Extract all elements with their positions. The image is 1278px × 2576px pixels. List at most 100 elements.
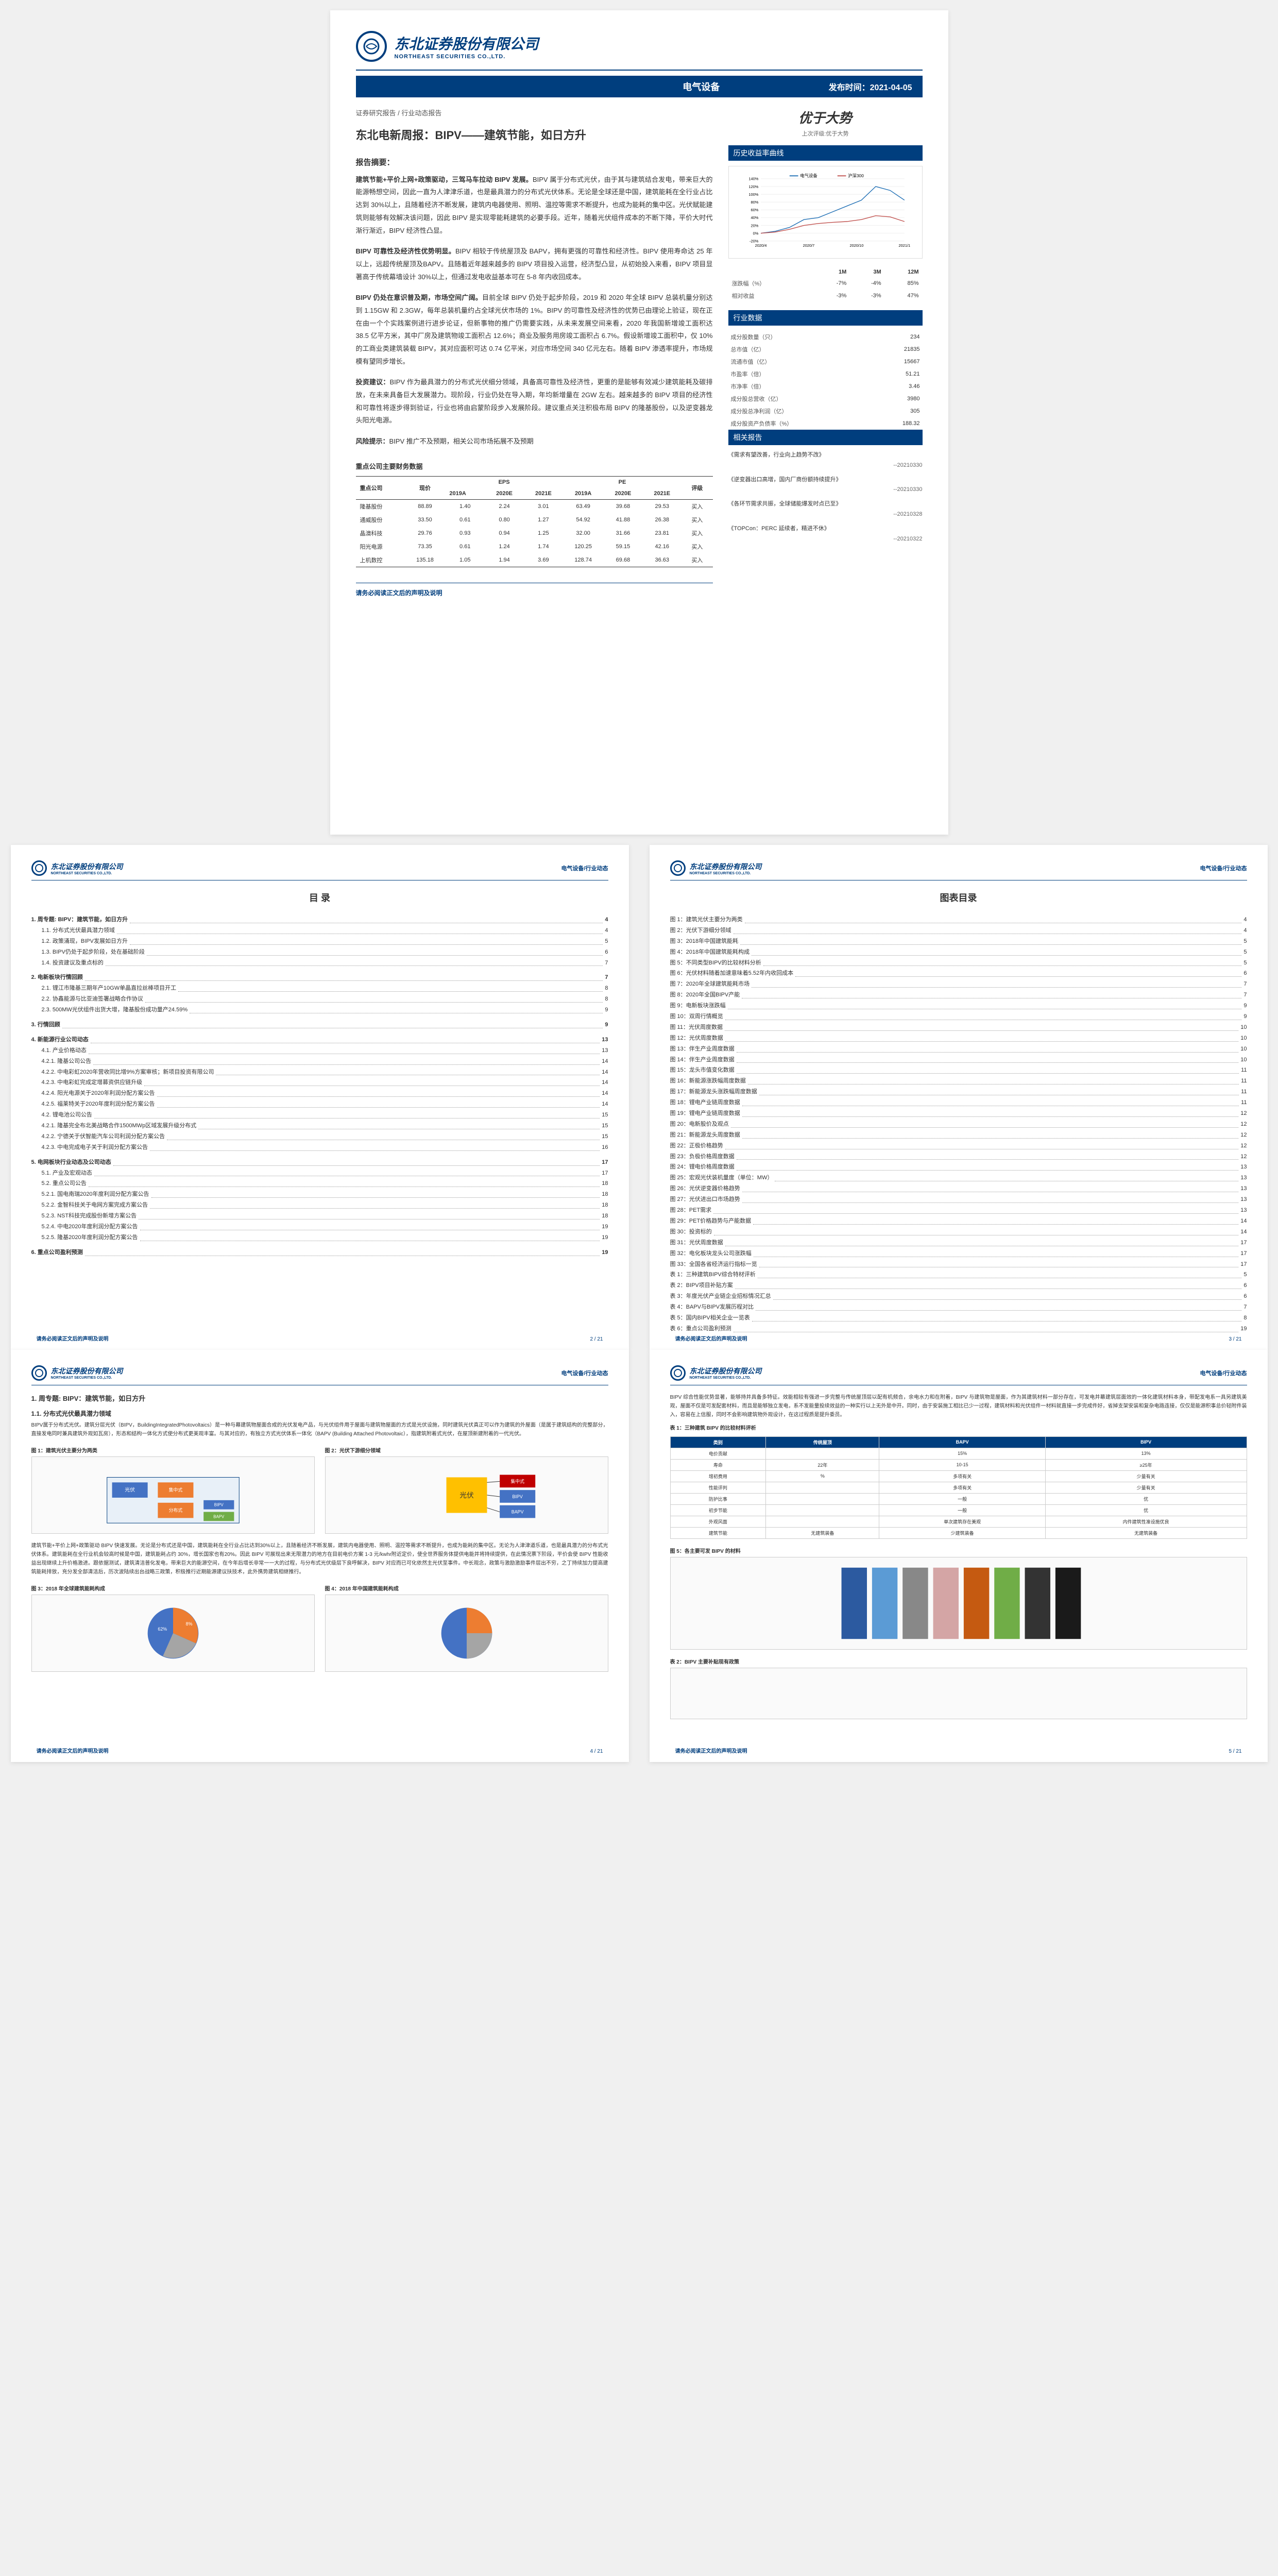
footer-note: 请务必阅读正文后的声明及说明: [37, 1334, 109, 1342]
summary: 建筑节能+平价上网+政策驱动，三驾马车拉动 BIPV 发展。BIPV 属于分布式…: [356, 174, 713, 448]
toc-item: 图 24：锂电价格周度数据13: [670, 1162, 1247, 1173]
toc-item: 图 20：电新股价及观点12: [670, 1119, 1247, 1130]
toc-item: 4.2.1. 隆基完全布北美战略合作1500MWp区域发展升级分布式15: [31, 1121, 608, 1131]
toc-item: 图 9：电新板块涨跌幅9: [670, 1001, 1247, 1011]
svg-text:集中式: 集中式: [510, 1478, 524, 1484]
toc-item: 图 4：2018年中国建筑能耗构成5: [670, 947, 1247, 958]
banner-category: 电气设备: [683, 80, 720, 93]
figure-image: [670, 1557, 1247, 1650]
rating-box: 优于大势 上次评级:优于大势: [728, 108, 923, 138]
toc-item: 5.2.2. 金智科技关于电网方案完成方案公告18: [31, 1200, 608, 1211]
page-number: 3 / 21: [1229, 1336, 1241, 1342]
toc-item: 图 33：全国各省经济运行指标一览17: [670, 1259, 1247, 1270]
main-content: 证券研究报告 / 行业动态报告 东北电新周报：BIPV——建筑节能，如日方升 报…: [356, 108, 923, 597]
figure-title: 图 5：各主要可发 BIPV 的材料: [670, 1547, 1247, 1554]
svg-text:2020/4: 2020/4: [755, 243, 766, 248]
related-report: 《需求有望改善，行业向上趋势不改》--20210330: [728, 450, 923, 471]
svg-text:分布式: 分布式: [168, 1507, 182, 1513]
footer-note: 请务必阅读正文后的声明及说明: [675, 1747, 747, 1754]
toc-item: 图 2：光伏下游细分领域4: [670, 925, 1247, 936]
figure-title: 图 2：光伏下游细分领域: [325, 1446, 608, 1454]
toc-item: 图 10：双周行情概览9: [670, 1011, 1247, 1022]
table-row: 晶澳科技29.760.930.941.2532.0031.6623.81买入: [356, 527, 713, 540]
toc-item: 图 31：光伏周度数据17: [670, 1238, 1247, 1248]
figure-title: 图 4：2018 年中国建筑能耗构成: [325, 1584, 608, 1592]
page-4: 东北证券股份有限公司NORTHEAST SECURITIES CO.,LTD. …: [11, 1350, 629, 1762]
toc-item: 1.1. 分布式光伏最具潜力领域4: [31, 925, 608, 936]
svg-text:BIPV: BIPV: [214, 1502, 224, 1507]
toc-item: 图 27：光伏进出口市场趋势13: [670, 1194, 1247, 1205]
left-column: 证券研究报告 / 行业动态报告 东北电新周报：BIPV——建筑节能，如日方升 报…: [356, 108, 713, 597]
table-row: 总市值（亿）21835: [728, 343, 923, 355]
summary-paragraph: BIPV 仍处在意识普及期，市场空间广阔。目前全球 BIPV 仍处于起步阶段，2…: [356, 292, 713, 368]
toc-item: 4.1. 产业价格动态13: [31, 1045, 608, 1056]
svg-text:20%: 20%: [751, 223, 758, 228]
svg-text:140%: 140%: [748, 177, 758, 181]
table-placeholder: [670, 1668, 1247, 1719]
table-row: 市净率（倍）3.46: [728, 380, 923, 393]
toc-item: 4.2.4. 阳光电源关于2020年利润分配方案公告14: [31, 1088, 608, 1099]
svg-text:集中式: 集中式: [168, 1487, 182, 1493]
table-row: 防护比事一般优: [670, 1493, 1247, 1504]
toc-item: 1.2. 政策涌现，BIPV发展如日方升5: [31, 936, 608, 947]
svg-text:BAPV: BAPV: [511, 1509, 523, 1514]
table-row: 流通市值（亿）15667: [728, 355, 923, 368]
table-row: 相对收益-3%-3%47%: [729, 290, 922, 301]
return-chart: -20%0%20%40%60%80%100%120%140%2020/42020…: [728, 166, 923, 259]
svg-text:BAPV: BAPV: [213, 1514, 225, 1519]
table-row: 阳光电源73.350.611.241.74120.2559.1542.16买入: [356, 540, 713, 553]
breadcrumb: 证券研究报告 / 行业动态报告: [356, 108, 713, 117]
svg-text:0%: 0%: [753, 231, 758, 235]
financial-table: 重点公司现价EPSPE评级2019A2020E2021E2019A2020E20…: [356, 476, 713, 567]
toc-item: 5. 电网板块行业动态及公司动态17: [31, 1157, 608, 1168]
svg-text:光伏: 光伏: [125, 1486, 135, 1493]
right-column: 优于大势 上次评级:优于大势 历史收益率曲线 -20%0%20%40%60%80…: [728, 108, 923, 597]
toc-item: 5.2.4. 中电2020年度利润分配方案公告19: [31, 1222, 608, 1232]
toc-item: 图 8：2020年全国BIPV产能7: [670, 990, 1247, 1001]
header: 东北证券股份有限公司 NORTHEAST SECURITIES CO.,LTD.: [356, 31, 923, 71]
figure-title: 图 1：建筑光伏主要分为两类: [31, 1446, 315, 1454]
page-2: 东北证券股份有限公司NORTHEAST SECURITIES CO.,LTD. …: [11, 845, 629, 1350]
industry-data-header: 行业数据: [728, 310, 923, 326]
industry-data-table: 成分股数量（只）234总市值（亿）21835流通市值（亿）15667市盈率（倍）…: [728, 331, 923, 430]
toc-item: 4.2.2. 宁德关于伏智能汽车公司利润分配方案公告15: [31, 1131, 608, 1142]
svg-text:120%: 120%: [748, 184, 758, 189]
related-report: 《各环节需求共振，全球储能爆发时点已至》--20210328: [728, 499, 923, 520]
fin-table-title: 重点公司主要财务数据: [356, 461, 713, 471]
toc-item: 图 11：光伏周度数据10: [670, 1022, 1247, 1033]
toc-item: 表 5：国内BIPV相关企业一览表8: [670, 1313, 1247, 1324]
toc-item: 图 18：锂电产业链周度数据11: [670, 1097, 1247, 1108]
summary-header: 报告摘要：: [356, 157, 713, 167]
table-row: 建筑节能无建筑装备少建筑装备无建筑装备: [670, 1527, 1247, 1538]
comparison-table: 类别传统屋顶BAPVBIPV电价贡献15%13%寿命22年10-15≥25年增初…: [670, 1436, 1247, 1539]
related-report: 《TOPCon：PERC 延续者，精进不休》--20210322: [728, 524, 923, 545]
toc-list: 1. 周专题: BIPV：建筑节能，如日方升41.1. 分布式光伏最具潜力领域4…: [31, 914, 608, 1258]
logo-icon: [670, 860, 686, 876]
subsection-heading: 1.1. 分布式光伏最具潜力领域: [31, 1409, 608, 1418]
toc-item: 图 1：建筑光伏主要分为两类4: [670, 914, 1247, 925]
report-title: 东北电新周报：BIPV——建筑节能，如日方升: [356, 128, 713, 144]
figure-image: 62%8%: [31, 1595, 315, 1672]
toc-item: 4.2.5. 福莱特关于2020年度利润分配方案公告14: [31, 1099, 608, 1110]
sub-breadcrumb: 电气设备/行业动态: [561, 864, 608, 872]
toc-item: 1.3. BIPV仍处于起步阶段，处在基础阶段6: [31, 947, 608, 958]
toc-item: 图 6：光伏材料随着加速意味着5.52年内收回成本6: [670, 968, 1247, 979]
toc-item: 图 25：宏观光伏装机量度（单位：MW）13: [670, 1173, 1247, 1183]
paragraph: BIPV 综合性能优势显著，能够持并具备多特征。效能相较有强进一步完整与传统屋顶…: [670, 1393, 1247, 1419]
related-reports: 《需求有望改善，行业向上趋势不改》--20210330《逆变器出口高增，国内厂商…: [728, 450, 923, 544]
summary-paragraph: 风险提示：BIPV 推广不及预期，相关公司市场拓展不及预期: [356, 435, 713, 448]
company-cn-name: 东北证券股份有限公司: [395, 33, 539, 54]
fig-toc-title: 图表目录: [670, 891, 1247, 904]
figure: 图 3：2018 年全球建筑能耗构成 62%8%: [31, 1584, 315, 1672]
toc-item: 图 28：PET需求13: [670, 1205, 1247, 1216]
sub-header: 东北证券股份有限公司NORTHEAST SECURITIES CO.,LTD. …: [31, 1365, 608, 1385]
toc-item: 4.2.1. 隆基公司公告14: [31, 1056, 608, 1067]
sub-logo: 东北证券股份有限公司NORTHEAST SECURITIES CO.,LTD.: [31, 860, 123, 876]
summary-paragraph: 建筑节能+平价上网+政策驱动，三驾马车拉动 BIPV 发展。BIPV 属于分布式…: [356, 174, 713, 237]
toc-item: 表 1：三种建筑BIPV综合特材评析5: [670, 1269, 1247, 1280]
toc-item: 图 22：正极价格趋势12: [670, 1141, 1247, 1151]
sub-header: 东北证券股份有限公司NORTHEAST SECURITIES CO.,LTD. …: [670, 860, 1247, 880]
toc-item: 4.2.3. 中电彩虹完成定增募资供应链升级14: [31, 1077, 608, 1088]
toc-item: 4.2. 锂电池公司公告15: [31, 1110, 608, 1121]
sub-breadcrumb: 电气设备/行业动态: [561, 1369, 608, 1377]
